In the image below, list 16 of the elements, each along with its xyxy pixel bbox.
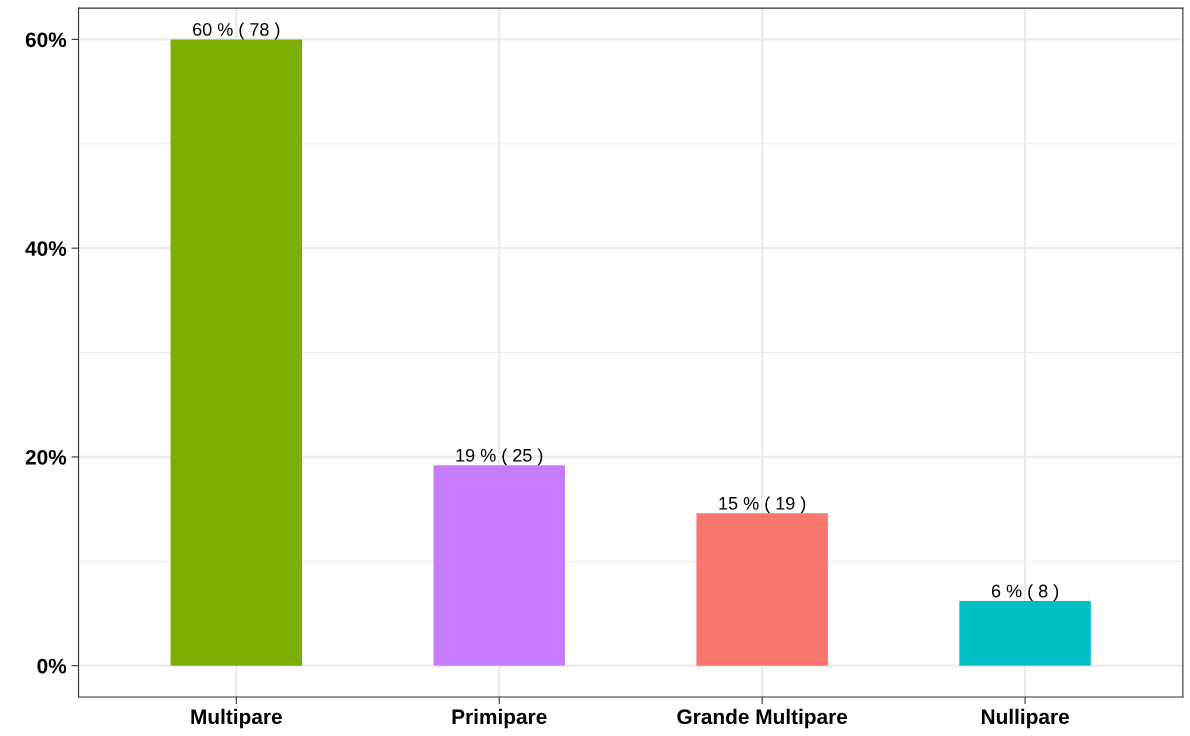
y-tick-label: 20% [25,449,67,465]
x-tick-label: Grande Multipare [677,708,848,729]
bar [433,465,565,666]
x-tick-label: Primipare [452,708,547,729]
bar [696,513,828,666]
data-label: 60 % ( 78 ) [193,22,280,40]
data-label: 19 % ( 25 ) [456,448,543,466]
data-label: 15 % ( 19 ) [719,496,806,514]
y-tick-label: 0% [37,658,67,674]
y-tick-label: 40% [25,241,67,256]
bar [170,39,303,666]
x-tick-label: Multipare [191,708,282,729]
x-tick-label: Nullipare [981,708,1069,729]
bar [959,600,1091,666]
y-tick-label: 60% [25,32,67,48]
data-label: 6 % ( 8 ) [991,584,1059,601]
